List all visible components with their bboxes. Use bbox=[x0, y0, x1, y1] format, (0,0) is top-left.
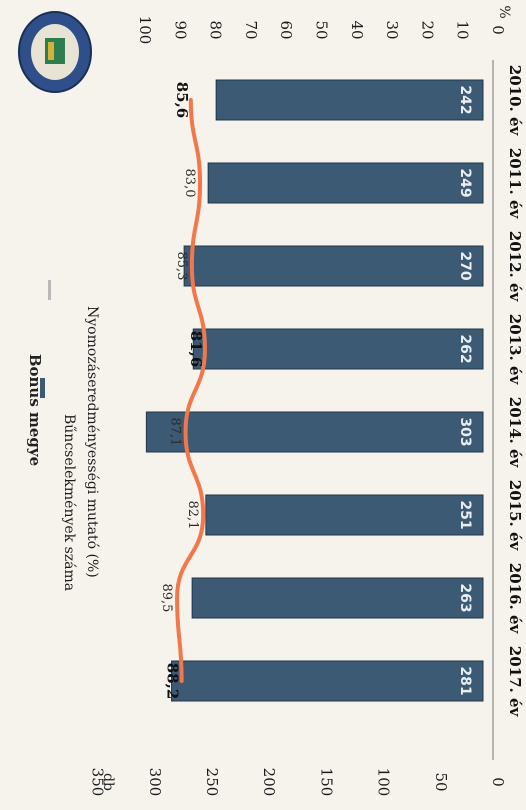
category-label: 2013. év bbox=[506, 314, 524, 386]
left-axis-tick-label: 250 bbox=[203, 768, 221, 797]
bar bbox=[171, 660, 484, 702]
police-crest-icon bbox=[18, 11, 92, 93]
line-value-label: 87,1 bbox=[168, 418, 183, 447]
category-label: 2010. év bbox=[506, 65, 524, 137]
bar bbox=[205, 494, 484, 536]
category-label: 2016. év bbox=[506, 563, 524, 635]
right-axis-tick-label: 20 bbox=[418, 20, 436, 39]
right-axis-tick-label: 30 bbox=[383, 20, 401, 39]
left-axis-tick-label: 200 bbox=[260, 768, 278, 797]
category-label: 2011. év bbox=[506, 148, 524, 220]
category-label: 2015. év bbox=[506, 480, 524, 552]
line-value-label: 88,2 bbox=[164, 663, 182, 700]
bar-value-label: 262 bbox=[457, 334, 473, 363]
bar bbox=[207, 162, 484, 204]
line-value-label: 82,1 bbox=[185, 501, 200, 530]
right-axis-tick-label: 0 bbox=[489, 25, 507, 35]
line-value-label: 83,0 bbox=[182, 169, 197, 198]
left-axis-tick-label: 100 bbox=[375, 768, 393, 797]
right-axis-tick-label: 100 bbox=[136, 16, 154, 45]
bar bbox=[191, 577, 484, 619]
right-axis-tick-label: 60 bbox=[277, 20, 295, 39]
right-axis-tick-label: 80 bbox=[207, 20, 225, 39]
bar-value-label: 281 bbox=[457, 666, 473, 695]
left-axis-tick-label: 350 bbox=[89, 768, 107, 797]
left-axis-tick-label: 150 bbox=[317, 768, 335, 797]
bar-value-label: 249 bbox=[457, 168, 473, 197]
left-axis-tick-label: 50 bbox=[432, 772, 450, 791]
legend-line-swatch bbox=[48, 280, 51, 300]
legend-label-line: Nyomozáseredményességi mutató (%) bbox=[84, 306, 100, 578]
category-label: 2012. év bbox=[506, 231, 524, 303]
legend-bar-swatch bbox=[40, 378, 45, 398]
bar-value-label: 251 bbox=[457, 500, 473, 529]
left-axis-unit: db bbox=[100, 773, 116, 791]
bar-value-label: 270 bbox=[457, 251, 473, 280]
category-label: 2017. év bbox=[506, 646, 524, 718]
bar-value-label: 263 bbox=[457, 583, 473, 612]
right-axis-unit: % bbox=[496, 5, 512, 18]
right-axis-tick-label: 50 bbox=[313, 20, 331, 39]
chart-title: Bonus megye bbox=[26, 354, 44, 466]
right-axis-tick-label: 10 bbox=[454, 20, 472, 39]
right-axis-tick-label: 40 bbox=[348, 20, 366, 39]
bar bbox=[145, 411, 484, 453]
left-axis-tick-label: 300 bbox=[146, 768, 164, 797]
left-axis-tick-label: 0 bbox=[489, 777, 507, 787]
right-axis-tick-label: 90 bbox=[171, 20, 189, 39]
bar-value-label: 303 bbox=[457, 417, 473, 446]
line-value-label: 81,6 bbox=[187, 331, 205, 368]
line-value-label: 89,5 bbox=[159, 584, 174, 613]
bar-value-label: 242 bbox=[457, 85, 473, 114]
bar bbox=[192, 328, 484, 370]
right-axis-tick-label: 70 bbox=[242, 20, 260, 39]
legend-label-bars: Bűncselekmények száma bbox=[61, 414, 77, 591]
line-value-label: 85,6 bbox=[173, 82, 191, 119]
category-label: 2014. év bbox=[506, 397, 524, 469]
line-value-label: 85,3 bbox=[174, 252, 189, 281]
bar bbox=[183, 245, 484, 287]
bar bbox=[215, 79, 484, 121]
line-series bbox=[175, 98, 207, 683]
